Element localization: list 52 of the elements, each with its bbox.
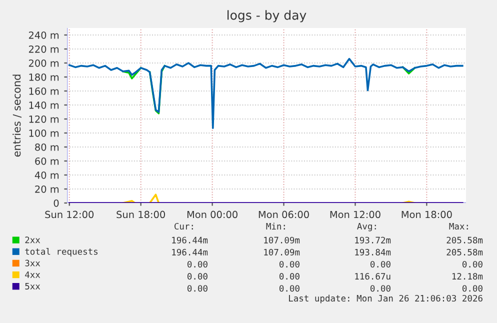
y-tick-label: 180 m [29,73,59,81]
y-tick-label: 100 m [29,129,59,137]
legend-label: total requests [25,248,98,256]
y-tick-label: 0 [54,199,59,207]
legend-label: 5xx [25,283,40,290]
legend-label: 4xx [25,271,40,278]
text: 0.00 [280,273,300,280]
text: 116.67u [355,273,390,280]
x-tick-label: Mon 06:00 [258,210,309,218]
text: 205.58m [446,248,483,256]
text: 0.00 [370,285,390,292]
text: Max: [449,223,468,230]
text: 107.09m [264,248,300,256]
x-tick-label: Sun 18:00 [116,210,165,218]
text: Avg: [357,223,376,232]
text: Cur: [174,222,193,230]
chart-title: logs - by day [228,10,306,22]
text: 196.44m [172,248,208,256]
y-tick-label: 220 m [28,45,59,53]
text: 193.84m [355,248,391,256]
text: 0.00 [280,285,300,292]
text: 0.00 [188,285,208,292]
y-tick-label: 20 m [35,185,59,193]
text: 0.00 [280,260,300,268]
x-tick-label: Mon 18:00 [402,210,452,218]
y-tick-label: 140 m [29,101,59,109]
y-tick-label: 160 m [29,87,59,95]
y-tick-label: 240 m [28,31,59,39]
text: 0.00 [462,260,482,268]
text: 0.00 [188,260,208,268]
legend-label: 3xx [25,260,40,266]
line-series [68,58,464,130]
y-tick-label: 120 m [29,115,59,123]
x-tick-label: Mon 00:00 [187,210,238,218]
legend-label: 2xx [25,236,40,244]
y-tick-label: 200 m [28,59,59,67]
y-tick-label: 60 m [35,157,59,165]
text: 107.09m [264,236,300,244]
y-axis-title: entries / second [12,74,22,157]
text: 205.58m [446,236,483,244]
text: 193.72m [355,236,391,244]
y-tick-label: 40 m [34,171,59,179]
text: 0.00 [188,273,208,280]
text: 0.00 [370,260,390,268]
x-tick-label: Mon 12:00 [330,210,380,218]
text: 0.00 [462,285,482,292]
x-tick-label: Sun 12:00 [45,210,94,218]
text: Last update: Mon Jan 26 21:06:03 2026 [289,294,482,304]
y-tick-label: 80 m [35,143,59,151]
text: Min: [266,222,285,230]
text: 196.44m [172,236,208,244]
text: 12.18m [452,273,483,280]
